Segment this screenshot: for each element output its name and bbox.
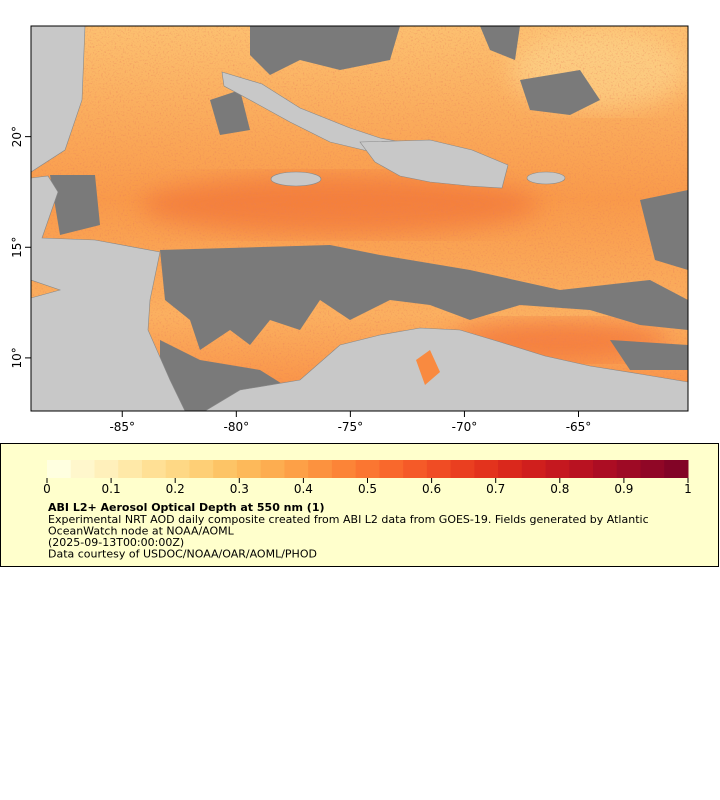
x-tick-label: -85° [109, 420, 135, 434]
color-swatch [474, 460, 499, 478]
y-tick-label: 15° [10, 237, 24, 258]
x-tick-label: -65° [566, 420, 592, 434]
color-swatch [165, 460, 190, 478]
colorbar-tick-label: 0.1 [102, 482, 121, 496]
legend-line: OceanWatch node at NOAA/AOML [48, 525, 235, 538]
color-swatch [403, 460, 428, 478]
color-swatch [664, 460, 689, 478]
color-swatch [521, 460, 547, 478]
color-swatch [379, 460, 404, 478]
color-swatch [47, 460, 72, 478]
color-swatch [593, 460, 618, 478]
legend-line: Experimental NRT AOD daily composite cre… [48, 513, 649, 526]
color-swatch [331, 460, 357, 478]
color-swatch [118, 460, 143, 478]
color-swatch [569, 460, 594, 478]
color-swatch [308, 460, 333, 478]
legend-title: ABI L2+ Aerosol Optical Depth at 550 nm … [48, 501, 325, 514]
y-tick-label: 10° [10, 347, 24, 368]
color-swatch [213, 460, 238, 478]
color-swatch [450, 460, 475, 478]
colorbar-tick-label: 0.5 [358, 482, 377, 496]
colorbar-tick-label: 1 [684, 482, 692, 496]
map-raster [31, 26, 688, 411]
color-swatch [545, 460, 570, 478]
color-swatch [640, 460, 665, 478]
colorbar-tick-label: 0.7 [486, 482, 505, 496]
plot-frame [30, 25, 689, 412]
colorbar-tick-label: 0.8 [550, 482, 569, 496]
colorbar: 0 0.1 0.2 0.3 0.4 0.5 0.6 0.7 0.8 0.9 1 [43, 460, 692, 496]
x-tick-label: -80° [224, 420, 250, 434]
color-swatch [616, 460, 642, 478]
legend-text: Experimental NRT AOD daily composite cre… [48, 513, 649, 561]
color-swatch [498, 460, 523, 478]
color-swatch [141, 460, 167, 478]
legend-line: Data courtesy of USDOC/NOAA/OAR/AOML/PHO… [48, 548, 317, 561]
axes: -85° -80° -75° -70° -65° 10° 15° 20° [10, 126, 591, 434]
color-swatch [94, 460, 119, 478]
color-swatch [189, 460, 214, 478]
y-tick-label: 20° [10, 126, 24, 147]
color-swatch [70, 460, 95, 478]
colorbar-tick-label: 0 [43, 482, 51, 496]
colorbar-tick-label: 0.3 [230, 482, 249, 496]
colorbar-tick-label: 0.9 [614, 482, 633, 496]
color-swatch [355, 460, 380, 478]
color-swatch [426, 460, 452, 478]
x-tick-label: -70° [452, 420, 478, 434]
clouds [31, 26, 688, 411]
land [31, 26, 688, 411]
colorbar-tick-label: 0.4 [294, 482, 313, 496]
color-swatch [260, 460, 285, 478]
color-swatch [236, 460, 262, 478]
x-tick-label: -75° [338, 420, 364, 434]
color-swatch [284, 460, 309, 478]
legend-line: (2025-09-13T00:00:00Z) [48, 536, 184, 549]
colorbar-tick-label: 0.2 [166, 482, 185, 496]
colorbar-tick-label: 0.6 [422, 482, 441, 496]
